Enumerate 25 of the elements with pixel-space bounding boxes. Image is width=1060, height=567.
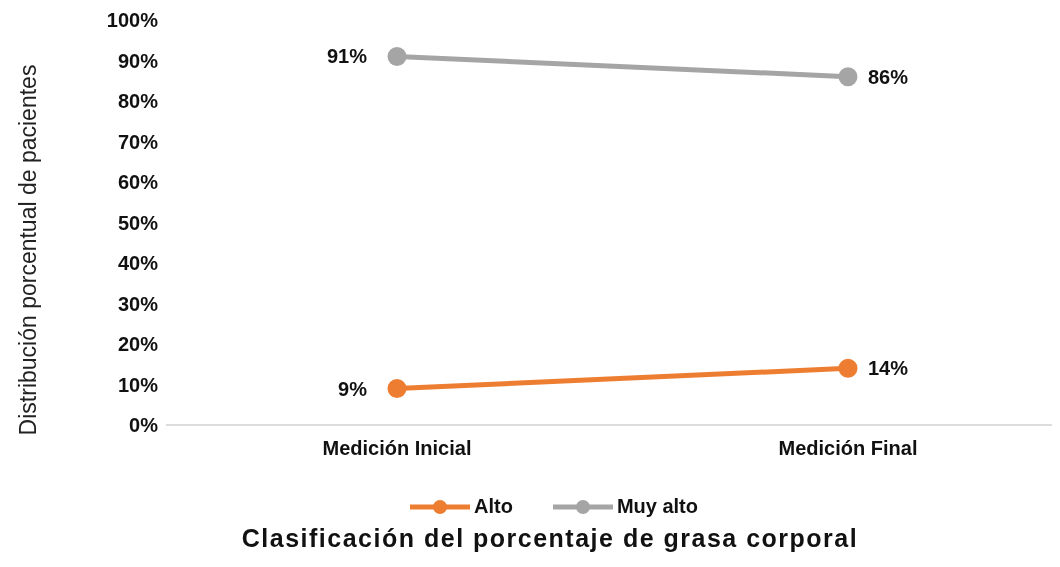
y-tick-label: 50%	[117, 211, 159, 234]
x-axis-title: Clasificación del porcentaje de grasa corporal	[240, 524, 860, 553]
point	[387, 379, 407, 399]
x-tick-label: Medición Final	[778, 437, 918, 460]
x-tick-label: Medición Inicial	[322, 437, 472, 460]
y-tick-label: 40%	[117, 252, 159, 275]
point	[838, 358, 858, 378]
y-tick-label: 30%	[117, 292, 159, 315]
data-label: 86%	[868, 65, 909, 88]
y-tick-label: 60%	[117, 171, 159, 194]
y-tick-label: 90%	[117, 49, 159, 72]
data-label: 14%	[868, 357, 909, 380]
legend-label: Alto	[473, 495, 513, 518]
data-label: 9%	[338, 377, 368, 400]
y-axis-title: Distribución porcentual de pacientes	[14, 64, 42, 436]
point	[838, 67, 858, 87]
y-tick-label: 10%	[117, 373, 159, 396]
legend-label: Muy alto	[616, 495, 698, 518]
y-tick-label: 20%	[117, 333, 159, 356]
data-label: 91%	[326, 45, 368, 68]
point	[387, 46, 407, 66]
y-tick-label: 0%	[129, 414, 159, 437]
y-tick-label: 70%	[117, 130, 159, 153]
y-tick-label: 80%	[117, 90, 159, 113]
y-tick-label: 100%	[106, 9, 159, 32]
